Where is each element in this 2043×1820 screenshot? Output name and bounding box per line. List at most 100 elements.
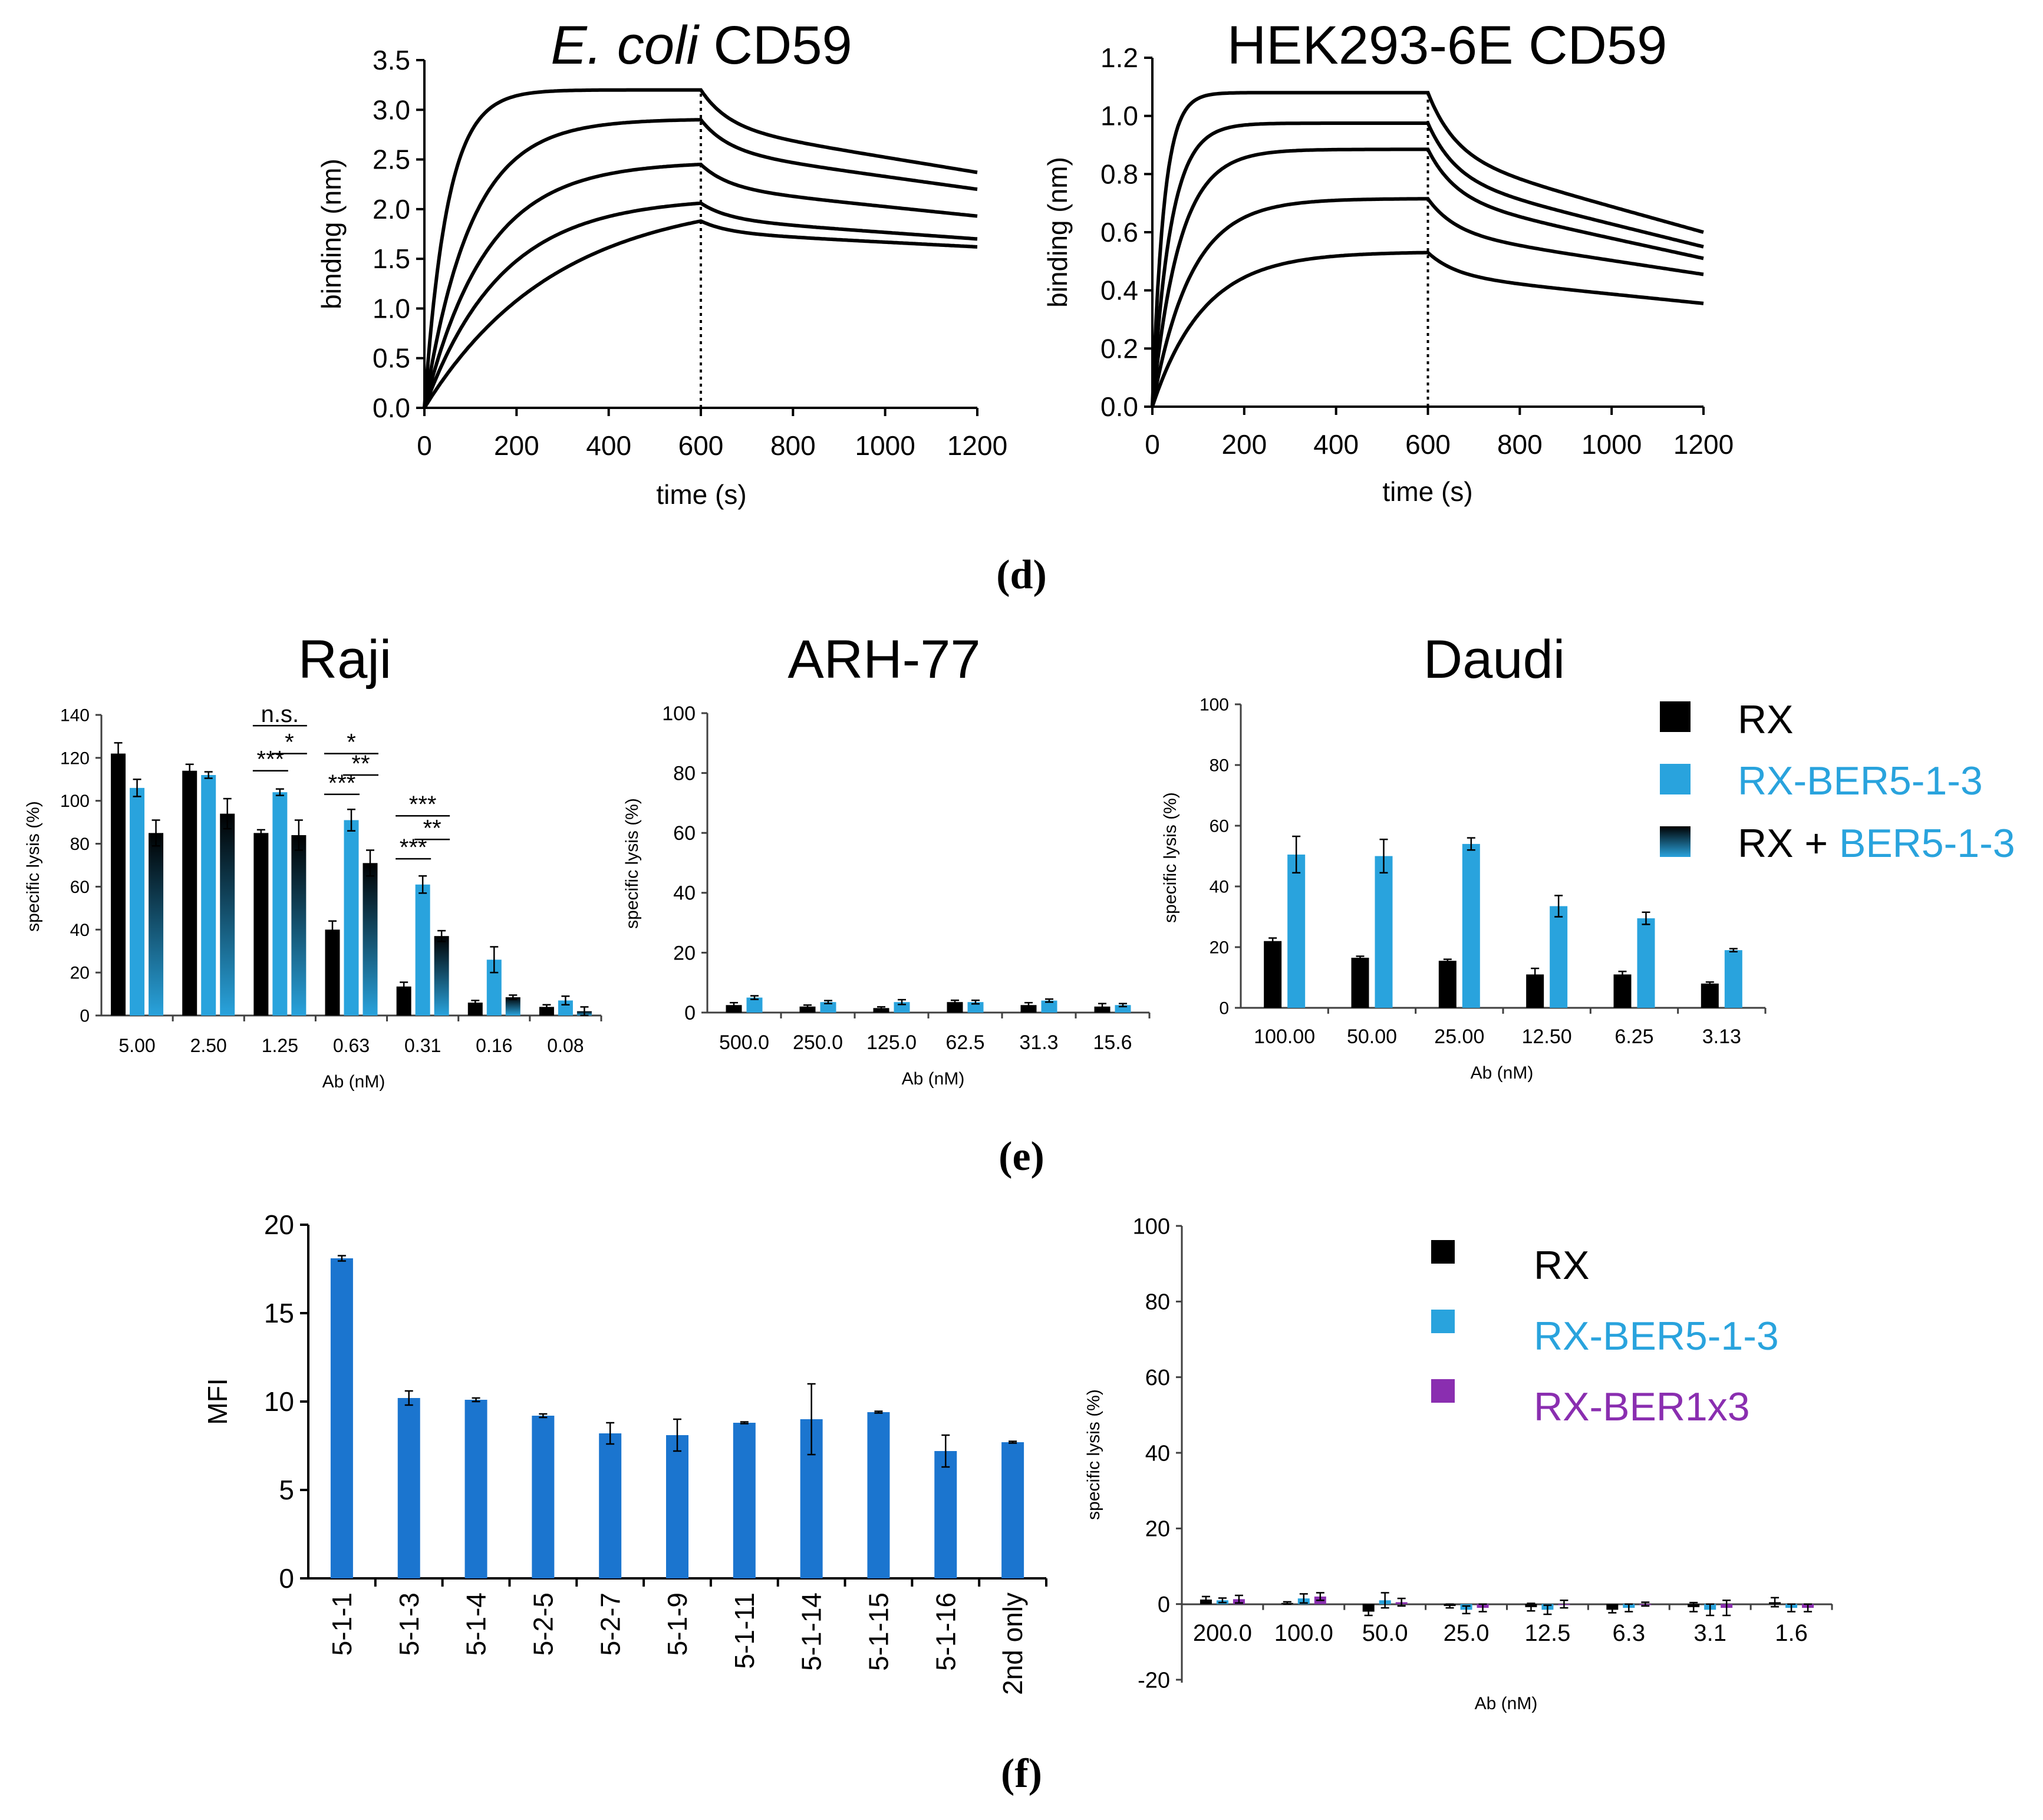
arh77-y-label: specific lysis (%) [622, 798, 642, 929]
daudi-x-ticks: 100.00 50.00 25.00 12.50 6.25 3.13 [1254, 1008, 1767, 1048]
hek-y-tick-label: 1.2 [1100, 42, 1138, 73]
mfi-bars [330, 1255, 1024, 1578]
legend-e-combo-suffix: BER5-1-3 [1839, 821, 2015, 866]
mfi-bar-1-2 [397, 1398, 420, 1578]
mfi-bar-1-7 [733, 1423, 756, 1578]
hek-x-label: time (s) [1382, 476, 1472, 507]
hek-y-tick-label: 0.6 [1100, 217, 1138, 248]
raji-bar-2-2 [201, 775, 216, 1015]
lysisf-y-tick-label: 100 [1133, 1214, 1170, 1239]
raji-x-tick-label: 2.50 [190, 1035, 227, 1056]
lysisf-y-tick-label: -20 [1138, 1668, 1170, 1693]
mfi-y-tick-label: 10 [264, 1386, 294, 1417]
raji-x-tick-label: 0.16 [476, 1035, 512, 1056]
legend-e-label-combo: RX + BER5-1-3 [1738, 821, 2015, 866]
panel-label-d: (d) [996, 552, 1047, 598]
arh77-y-tick-label: 60 [673, 822, 696, 845]
hek-y-tick-label: 0.2 [1100, 333, 1138, 364]
arh77-bars [726, 995, 1131, 1013]
mfi-x-ticks: 5-1-1 5-1-3 5-1-4 5-2-5 5-2-7 5-1-9 5-1-11 5-1-… [327, 1578, 1047, 1695]
raji-x-tick-label: 5.00 [118, 1035, 155, 1056]
ecoli-y-tick-label: 3.0 [373, 94, 410, 125]
mfi-x-tick-label: 5-2-5 [528, 1592, 558, 1656]
ecoli-x-label: time (s) [656, 479, 746, 510]
arh77-bar-2-4 [967, 1002, 984, 1013]
panel-label-e: (e) [999, 1134, 1044, 1179]
legend-f-swatch-ber [1431, 1310, 1455, 1333]
arh77-x-tick-label: 31.3 [1019, 1031, 1058, 1054]
arh77-x-tick-label: 250.0 [793, 1031, 843, 1054]
ecoli-title-italic: E. coli [551, 15, 700, 75]
raji-bar-3-3 [291, 835, 307, 1015]
hek-series-line-1 [1151, 91, 1704, 407]
raji-bar-1-3 [253, 833, 269, 1015]
hek-chart-title: HEK293-6E CD59 [1227, 15, 1668, 75]
daudi-lysis-chart: Daudi 0 20 40 60 80 100 100.00 50.00 25.00 12.50… [1161, 629, 1767, 1083]
hek-x-tick-label: 0 [1145, 429, 1160, 460]
lysisf-y-tick-label: 20 [1145, 1517, 1170, 1542]
hek-y-ticks: 0.0 0.2 0.4 0.6 0.8 1.0 1.2 [1100, 42, 1152, 422]
daudi-y-tick-label: 100 [1200, 695, 1229, 715]
ecoli-title-rest: CD59 [698, 15, 852, 75]
raji-bar-1-4 [325, 929, 340, 1015]
arh77-lysis-chart: ARH-77 0 20 40 60 80 100 500.0 250.0 125.0 62.5 3… [622, 629, 1151, 1089]
mfi-y-tick-label: 5 [279, 1475, 294, 1505]
raji-x-tick-label: 1.25 [262, 1035, 298, 1056]
lysisf-y-tick-label: 80 [1145, 1290, 1170, 1315]
raji-bar-3-6 [505, 997, 520, 1015]
hek-x-tick-label: 1200 [1673, 429, 1734, 460]
hek-y-tick-label: 0.0 [1100, 391, 1138, 422]
arh77-y-tick-label: 20 [673, 942, 696, 964]
raji-x-tick-label: 0.63 [333, 1035, 370, 1056]
mfi-x-tick-label: 5-1-4 [461, 1592, 492, 1656]
mfi-x-tick-label: 5-2-7 [595, 1592, 625, 1656]
raji-lysis-chart: Raji 0 20 40 60 80 100 120 140 5.00 2.50 1.25 0.63… [24, 629, 602, 1092]
mfi-y-label: MFI [202, 1378, 233, 1425]
raji-y-tick-label: 20 [70, 964, 90, 983]
hek-x-tick-label: 1000 [1581, 429, 1642, 460]
hek-series-line-5 [1151, 250, 1704, 407]
arh77-y-tick-label: 80 [673, 763, 696, 785]
lysis-f-bars [1200, 1592, 1814, 1617]
lysisf-x-tick-label: 12.5 [1525, 1620, 1571, 1646]
mfi-bar-1-1 [330, 1258, 353, 1578]
daudi-bar-1-6 [1701, 983, 1719, 1008]
lysisf-x-tick-label: 1.6 [1775, 1620, 1808, 1646]
mfi-x-tick-label: 5-1-16 [930, 1592, 961, 1671]
lysisf-x-tick-label: 25.0 [1444, 1620, 1490, 1646]
mfi-bar-1-9 [867, 1412, 890, 1578]
daudi-y-tick-label: 80 [1210, 756, 1229, 776]
hek-series-lines [1151, 91, 1704, 407]
mfi-bar-1-10 [934, 1451, 957, 1578]
legend-e-label-rx: RX [1738, 697, 1793, 742]
daudi-x-label: Ab (nM) [1471, 1063, 1534, 1083]
lysis-f-x-label: Ab (nM) [1475, 1694, 1538, 1713]
legend-f-swatch-ber1x3 [1431, 1379, 1455, 1403]
mfi-x-tick-label: 5-1-14 [796, 1592, 827, 1671]
arh77-x-ticks: 500.0 250.0 125.0 62.5 31.3 15.6 [719, 1013, 1151, 1054]
ecoli-y-tick-label: 0.0 [373, 393, 410, 423]
ecoli-y-label: binding (nm) [316, 159, 347, 309]
raji-x-tick-label: 0.31 [404, 1035, 441, 1056]
raji-y-tick-label: 100 [60, 792, 90, 811]
raji-x-ticks: 5.00 2.50 1.25 0.63 0.31 0.16 0.08 [118, 1015, 602, 1056]
panel-label-f: (f) [1001, 1751, 1042, 1796]
arh77-chart-title: ARH-77 [787, 629, 980, 690]
raji-x-label: Ab (nM) [322, 1072, 385, 1092]
lysis-f-y-label: specific lysis (%) [1084, 1389, 1103, 1520]
ecoli-y-tick-label: 2.0 [373, 194, 410, 225]
daudi-bar-1-3 [1438, 961, 1457, 1008]
ecoli-series-line-4 [423, 201, 978, 409]
mfi-x-tick-label: 5-1-11 [729, 1592, 760, 1669]
raji-chart-title: Raji [298, 629, 391, 690]
daudi-bar-1-2 [1351, 958, 1369, 1008]
raji-bar-1-2 [182, 770, 197, 1015]
daudi-bar-1-5 [1613, 974, 1632, 1008]
raji-y-ticks: 0 20 40 60 80 100 120 140 [60, 706, 101, 1026]
raji-bar-3-5 [434, 936, 449, 1015]
hek-y-tick-label: 1.0 [1100, 101, 1138, 131]
arh77-y-ticks: 0 20 40 60 80 100 [662, 703, 707, 1024]
ecoli-series-lines [423, 88, 978, 409]
daudi-y-tick-label: 40 [1210, 878, 1229, 897]
